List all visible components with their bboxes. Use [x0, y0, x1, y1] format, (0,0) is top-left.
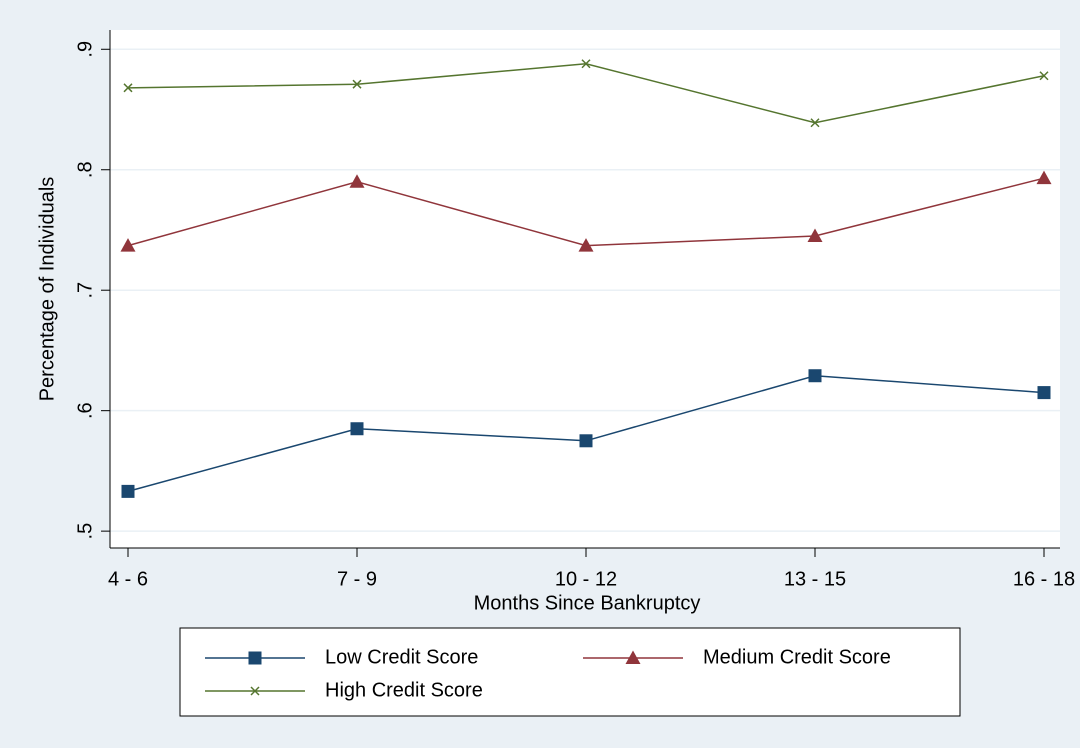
- marker: [120, 238, 136, 252]
- marker: [581, 59, 591, 69]
- x-tick-label: 4 - 6: [108, 568, 148, 590]
- marker: [807, 228, 823, 242]
- marker: [248, 651, 262, 665]
- marker: [121, 484, 135, 498]
- y-tick-label: .6: [74, 402, 96, 419]
- marker: [350, 422, 364, 436]
- y-tick-label: .7: [74, 282, 96, 299]
- marker: [579, 434, 593, 448]
- x-axis-label: Months Since Bankruptcy: [474, 592, 701, 614]
- x-tick-label: 13 - 15: [784, 568, 846, 590]
- marker: [349, 174, 365, 188]
- x-tick-label: 7 - 9: [337, 568, 377, 590]
- marker: [808, 369, 822, 383]
- y-tick-label: .9: [74, 41, 96, 58]
- legend-label: Medium Credit Score: [703, 646, 891, 668]
- y-tick-label: .8: [74, 161, 96, 178]
- marker: [352, 79, 362, 89]
- marker: [1039, 71, 1049, 81]
- marker: [810, 118, 820, 128]
- y-axis-label: Percentage of Individuals: [36, 177, 58, 402]
- legend-label: High Credit Score: [325, 679, 483, 701]
- marker: [250, 686, 260, 696]
- marker: [625, 650, 641, 664]
- plot-area: [110, 30, 1060, 548]
- marker: [123, 83, 133, 93]
- x-tick-label: 16 - 18: [1013, 568, 1075, 590]
- y-tick-label: .5: [74, 523, 96, 540]
- legend-label: Low Credit Score: [325, 646, 478, 668]
- marker: [578, 238, 594, 252]
- legend: [179, 627, 961, 717]
- marker: [1036, 170, 1052, 185]
- x-tick-label: 10 - 12: [555, 568, 617, 590]
- marker: [1037, 386, 1051, 400]
